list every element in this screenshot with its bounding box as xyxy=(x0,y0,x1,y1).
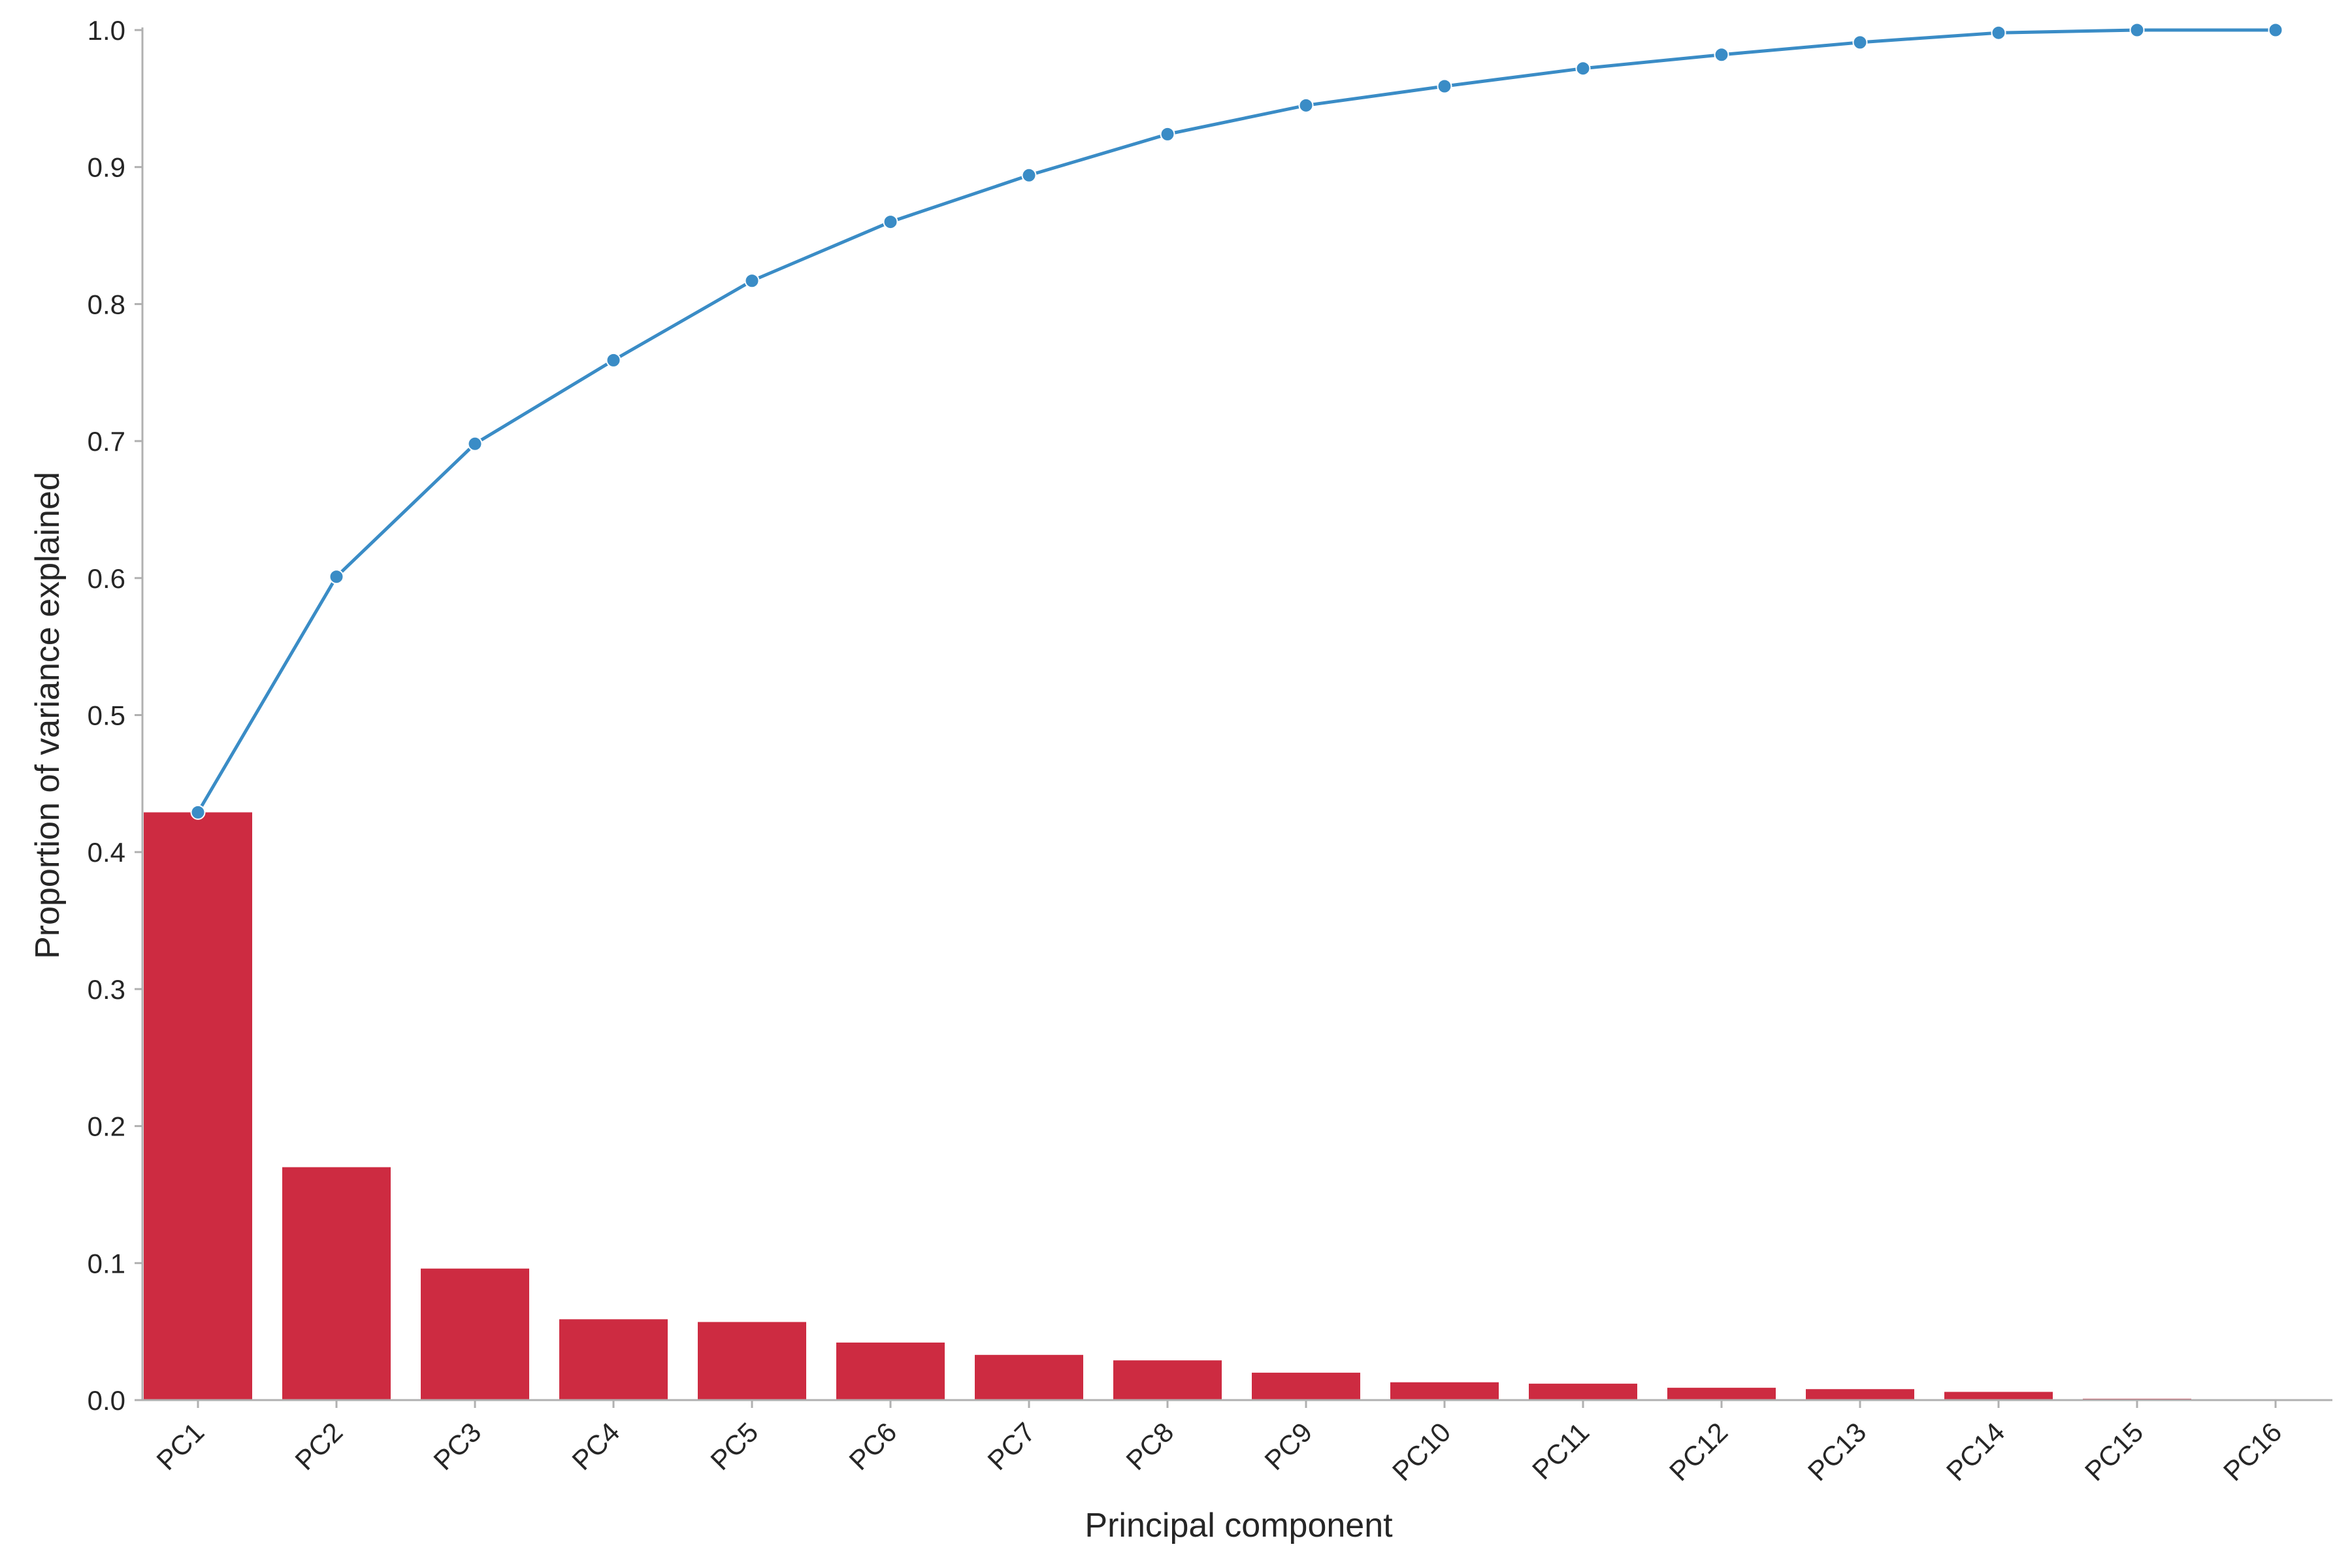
x-tick-label: PC10 xyxy=(1386,1416,1457,1487)
bar-PC10 xyxy=(1390,1382,1499,1400)
x-tick-label: PC1 xyxy=(150,1416,210,1476)
cumulative-point-PC16 xyxy=(2268,22,2283,38)
x-tick-label: PC16 xyxy=(2217,1416,2288,1487)
y-axis-title: Proportion of variance explained xyxy=(29,472,67,959)
x-tick-label: PC3 xyxy=(427,1416,487,1476)
x-tick-label: PC13 xyxy=(1802,1416,1872,1487)
x-tick-label: PC5 xyxy=(704,1416,764,1476)
x-tick-label: PC12 xyxy=(1663,1416,1734,1487)
bar-PC12 xyxy=(1667,1388,1776,1400)
cumulative-point-PC15 xyxy=(2129,22,2145,38)
x-tick-label: PC14 xyxy=(1940,1416,2011,1487)
y-tick-label: 0.8 xyxy=(88,289,125,319)
x-tick-label: PC8 xyxy=(1120,1416,1179,1476)
cumulative-point-PC6 xyxy=(883,214,898,230)
cumulative-point-PC12 xyxy=(1714,47,1729,63)
x-tick-label: PC4 xyxy=(566,1416,625,1476)
bar-PC2 xyxy=(282,1167,391,1400)
cumulative-point-PC9 xyxy=(1298,97,1314,113)
bar-PC6 xyxy=(836,1342,945,1400)
bar-PC9 xyxy=(1252,1373,1360,1400)
cumulative-point-PC4 xyxy=(606,352,621,368)
y-tick-label: 1.0 xyxy=(88,15,125,46)
cumulative-point-PC3 xyxy=(467,436,483,451)
x-axis-title: Principal component xyxy=(1085,1507,1393,1544)
bar-PC1 xyxy=(144,812,252,1400)
cumulative-point-PC11 xyxy=(1575,61,1591,76)
x-tick-label: PC2 xyxy=(289,1416,348,1476)
bar-PC4 xyxy=(559,1319,668,1400)
x-tick-label: PC9 xyxy=(1258,1416,1318,1476)
y-tick-label: 0.9 xyxy=(88,152,125,183)
bar-PC5 xyxy=(698,1322,806,1400)
x-tick-label: PC15 xyxy=(2079,1416,2149,1487)
cumulative-point-PC2 xyxy=(329,569,344,585)
x-tick-label: PC11 xyxy=(1526,1416,1595,1485)
y-tick-label: 0.4 xyxy=(88,837,125,868)
x-tick-label: PC6 xyxy=(843,1416,902,1476)
bar-PC3 xyxy=(421,1268,529,1400)
cumulative-point-PC1 xyxy=(190,804,206,820)
y-tick-label: 0.7 xyxy=(88,426,125,457)
bar-PC11 xyxy=(1529,1383,1637,1400)
y-ticks: 0.0 0.1 0.2 0.3 0.4 0.5 0.6 0.7 0.8 0.9 1.0 xyxy=(88,15,142,1416)
y-tick-label: 0.2 xyxy=(88,1111,125,1142)
x-ticks: PC1 PC2 PC3 PC4 PC5 PC6 PC7 PC8 PC9 PC10 PC11 PC12 P… xyxy=(150,1400,2287,1487)
cumulative-line xyxy=(196,28,2276,813)
y-tick-label: 0.6 xyxy=(88,563,125,594)
cumulative-point-PC8 xyxy=(1160,126,1175,142)
y-tick-label: 0.0 xyxy=(88,1385,125,1416)
bars-layer xyxy=(144,812,2330,1400)
bar-PC7 xyxy=(975,1354,1083,1400)
x-tick-label: PC7 xyxy=(981,1416,1041,1476)
cumulative-point-PC7 xyxy=(1021,167,1037,183)
cumulative-point-PC5 xyxy=(744,273,760,289)
y-tick-label: 0.3 xyxy=(88,974,125,1005)
axes-layer xyxy=(141,27,2332,1401)
cumulative-line-layer xyxy=(190,22,2283,820)
bar-PC8 xyxy=(1113,1360,1222,1400)
cumulative-point-PC10 xyxy=(1437,78,1452,94)
bar-PC14 xyxy=(1944,1392,2053,1400)
bar-PC13 xyxy=(1806,1389,1914,1400)
y-tick-label: 0.1 xyxy=(88,1248,125,1279)
cumulative-point-PC13 xyxy=(1852,35,1868,50)
cumulative-point-PC14 xyxy=(1991,25,2006,41)
y-tick-label: 0.5 xyxy=(88,700,125,731)
